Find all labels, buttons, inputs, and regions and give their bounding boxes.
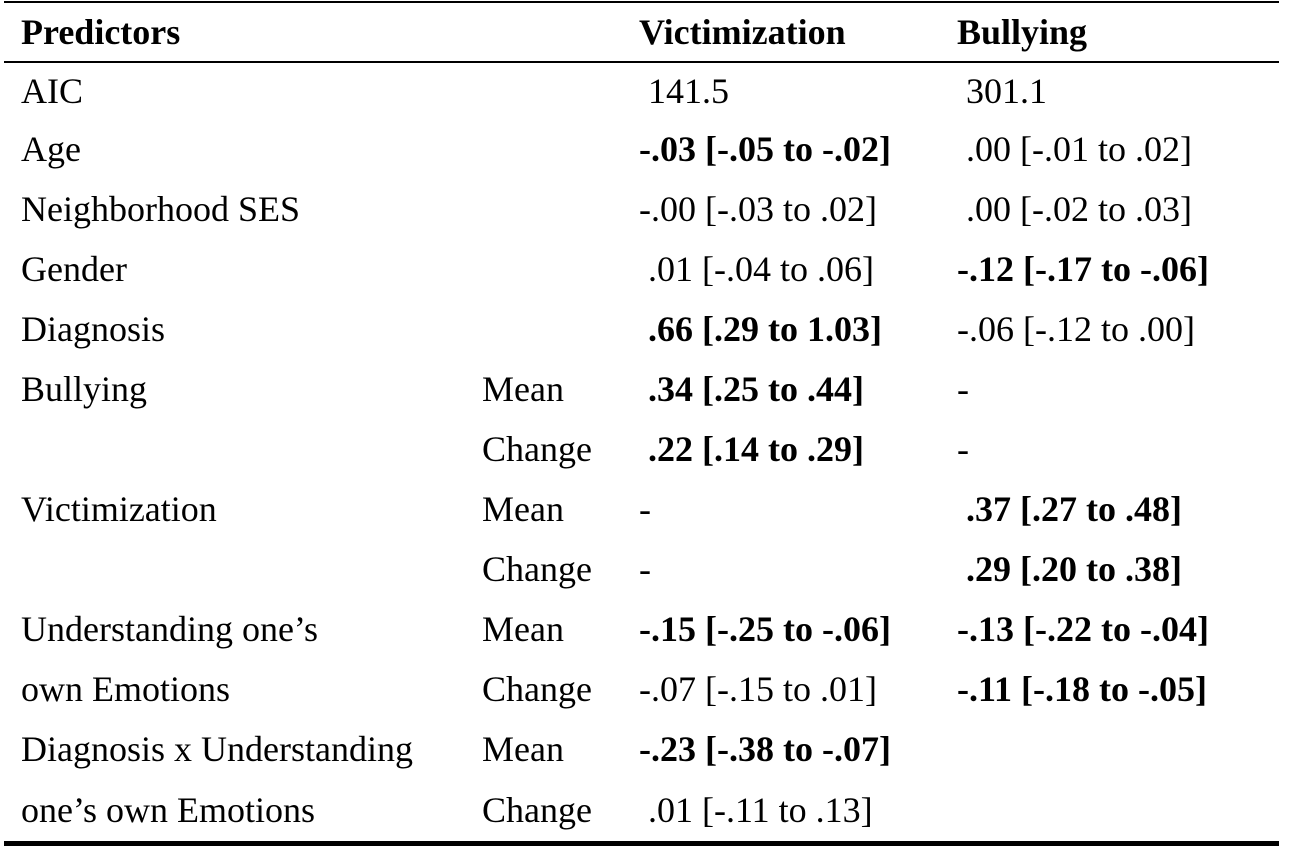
- predictor-cell: one’s own Emotions: [21, 790, 315, 830]
- results-table: Predictors Victimization Bullying: [4, 3, 1279, 61]
- table-row: Victimization Mean - .37 [.27 to .48]: [4, 479, 1279, 539]
- victimization-cell: .22 [.14 to .29]: [639, 429, 864, 469]
- victimization-cell: -.15 [-.25 to -.06]: [639, 609, 891, 649]
- predictor-cell: Age: [21, 129, 81, 169]
- table-header-row: Predictors Victimization Bullying: [4, 3, 1279, 61]
- predictor-cell: Diagnosis x Understanding: [21, 729, 413, 769]
- table-top-rule: [4, 1, 1279, 3]
- victimization-cell: .01 [-.04 to .06]: [639, 249, 874, 289]
- victimization-cell: -.03 [-.05 to -.02]: [639, 129, 891, 169]
- victimization-cell: -: [639, 549, 651, 589]
- header-bullying: Bullying: [957, 12, 1088, 52]
- subtype-cell: Change: [482, 429, 592, 469]
- table-row: Change .22 [.14 to .29] -: [4, 419, 1279, 479]
- victimization-cell: 141.5: [639, 71, 729, 111]
- bullying-cell: .29 [.20 to .38]: [957, 549, 1182, 589]
- table-row: Bullying Mean .34 [.25 to .44] -: [4, 359, 1279, 419]
- subtype-cell: Mean: [482, 489, 564, 529]
- bullying-cell: .00 [-.01 to .02]: [957, 129, 1192, 169]
- table-row: Age -.03 [-.05 to -.02] .00 [-.01 to .02]: [4, 119, 1279, 179]
- subtype-cell: [482, 63, 639, 119]
- bullying-cell: -: [957, 429, 969, 469]
- bullying-cell: [957, 779, 1279, 841]
- bullying-cell: -.12 [-.17 to -.06]: [957, 249, 1209, 289]
- predictor-cell: AIC: [21, 71, 83, 111]
- predictor-cell: [4, 419, 482, 479]
- victimization-cell: -.07 [-.15 to .01]: [639, 669, 877, 709]
- predictor-cell: own Emotions: [21, 669, 231, 709]
- subtype-cell: [482, 119, 639, 179]
- victimization-cell: .01 [-.11 to .13]: [639, 790, 873, 830]
- table-row: AIC 141.5 301.1: [4, 63, 1279, 119]
- subtype-cell: [482, 299, 639, 359]
- table-row: Change - .29 [.20 to .38]: [4, 539, 1279, 599]
- bullying-cell: [957, 719, 1279, 779]
- table-row: own Emotions Change -.07 [-.15 to .01] -.11…: [4, 659, 1279, 719]
- subtype-cell: Mean: [482, 729, 564, 769]
- subtype-cell: [482, 179, 639, 239]
- subtype-cell: Change: [482, 669, 592, 709]
- subtype-cell: Mean: [482, 369, 564, 409]
- predictor-cell: Gender: [21, 249, 127, 289]
- table-row: Gender .01 [-.04 to .06] -.12 [-.17 to -.…: [4, 239, 1279, 299]
- bullying-cell: .37 [.27 to .48]: [957, 489, 1182, 529]
- header-predictors: Predictors: [21, 12, 181, 52]
- bullying-cell: -.13 [-.22 to -.04]: [957, 609, 1209, 649]
- subtype-cell: Change: [482, 790, 592, 830]
- predictor-cell: Victimization: [21, 489, 217, 529]
- table-row: Neighborhood SES -.00 [-.03 to .02] .00 […: [4, 179, 1279, 239]
- bullying-cell: .00 [-.02 to .03]: [957, 189, 1192, 229]
- subtype-cell: Change: [482, 549, 592, 589]
- bullying-cell: -.11 [-.18 to -.05]: [957, 669, 1207, 709]
- predictor-cell: Understanding one’s: [21, 609, 318, 649]
- bullying-cell: -.06 [-.12 to .00]: [957, 309, 1195, 349]
- table-row: Diagnosis .66 [.29 to 1.03] -.06 [-.12 to…: [4, 299, 1279, 359]
- table-bottom-rule: [4, 841, 1279, 846]
- header-victimization: Victimization: [639, 12, 846, 52]
- victimization-cell: .34 [.25 to .44]: [639, 369, 864, 409]
- victimization-cell: .66 [.29 to 1.03]: [639, 309, 882, 349]
- victimization-cell: -.23 [-.38 to -.07]: [639, 729, 891, 769]
- bullying-cell: -: [957, 369, 969, 409]
- victimization-cell: -: [639, 489, 651, 529]
- header-subtype: [482, 3, 639, 61]
- subtype-cell: Mean: [482, 609, 564, 649]
- table-row: Diagnosis x Understanding Mean -.23 [-.38 …: [4, 719, 1279, 779]
- predictor-cell: Neighborhood SES: [21, 189, 300, 229]
- results-table-body: AIC 141.5 301.1 Age -.03 [-.05 to -.02] .0…: [4, 63, 1279, 841]
- table-row: one’s own Emotions Change .01 [-.11 to .1…: [4, 779, 1279, 841]
- results-table-container: Predictors Victimization Bullying AIC 14…: [4, 0, 1279, 846]
- table-header-rule: [4, 61, 1279, 63]
- victimization-cell: -.00 [-.03 to .02]: [639, 189, 877, 229]
- predictor-cell: Diagnosis: [21, 309, 165, 349]
- subtype-cell: [482, 239, 639, 299]
- predictor-cell: Bullying: [21, 369, 148, 409]
- bullying-cell: 301.1: [957, 71, 1047, 111]
- predictor-cell: [4, 539, 482, 599]
- table-row: Understanding one’s Mean -.15 [-.25 to -.0…: [4, 599, 1279, 659]
